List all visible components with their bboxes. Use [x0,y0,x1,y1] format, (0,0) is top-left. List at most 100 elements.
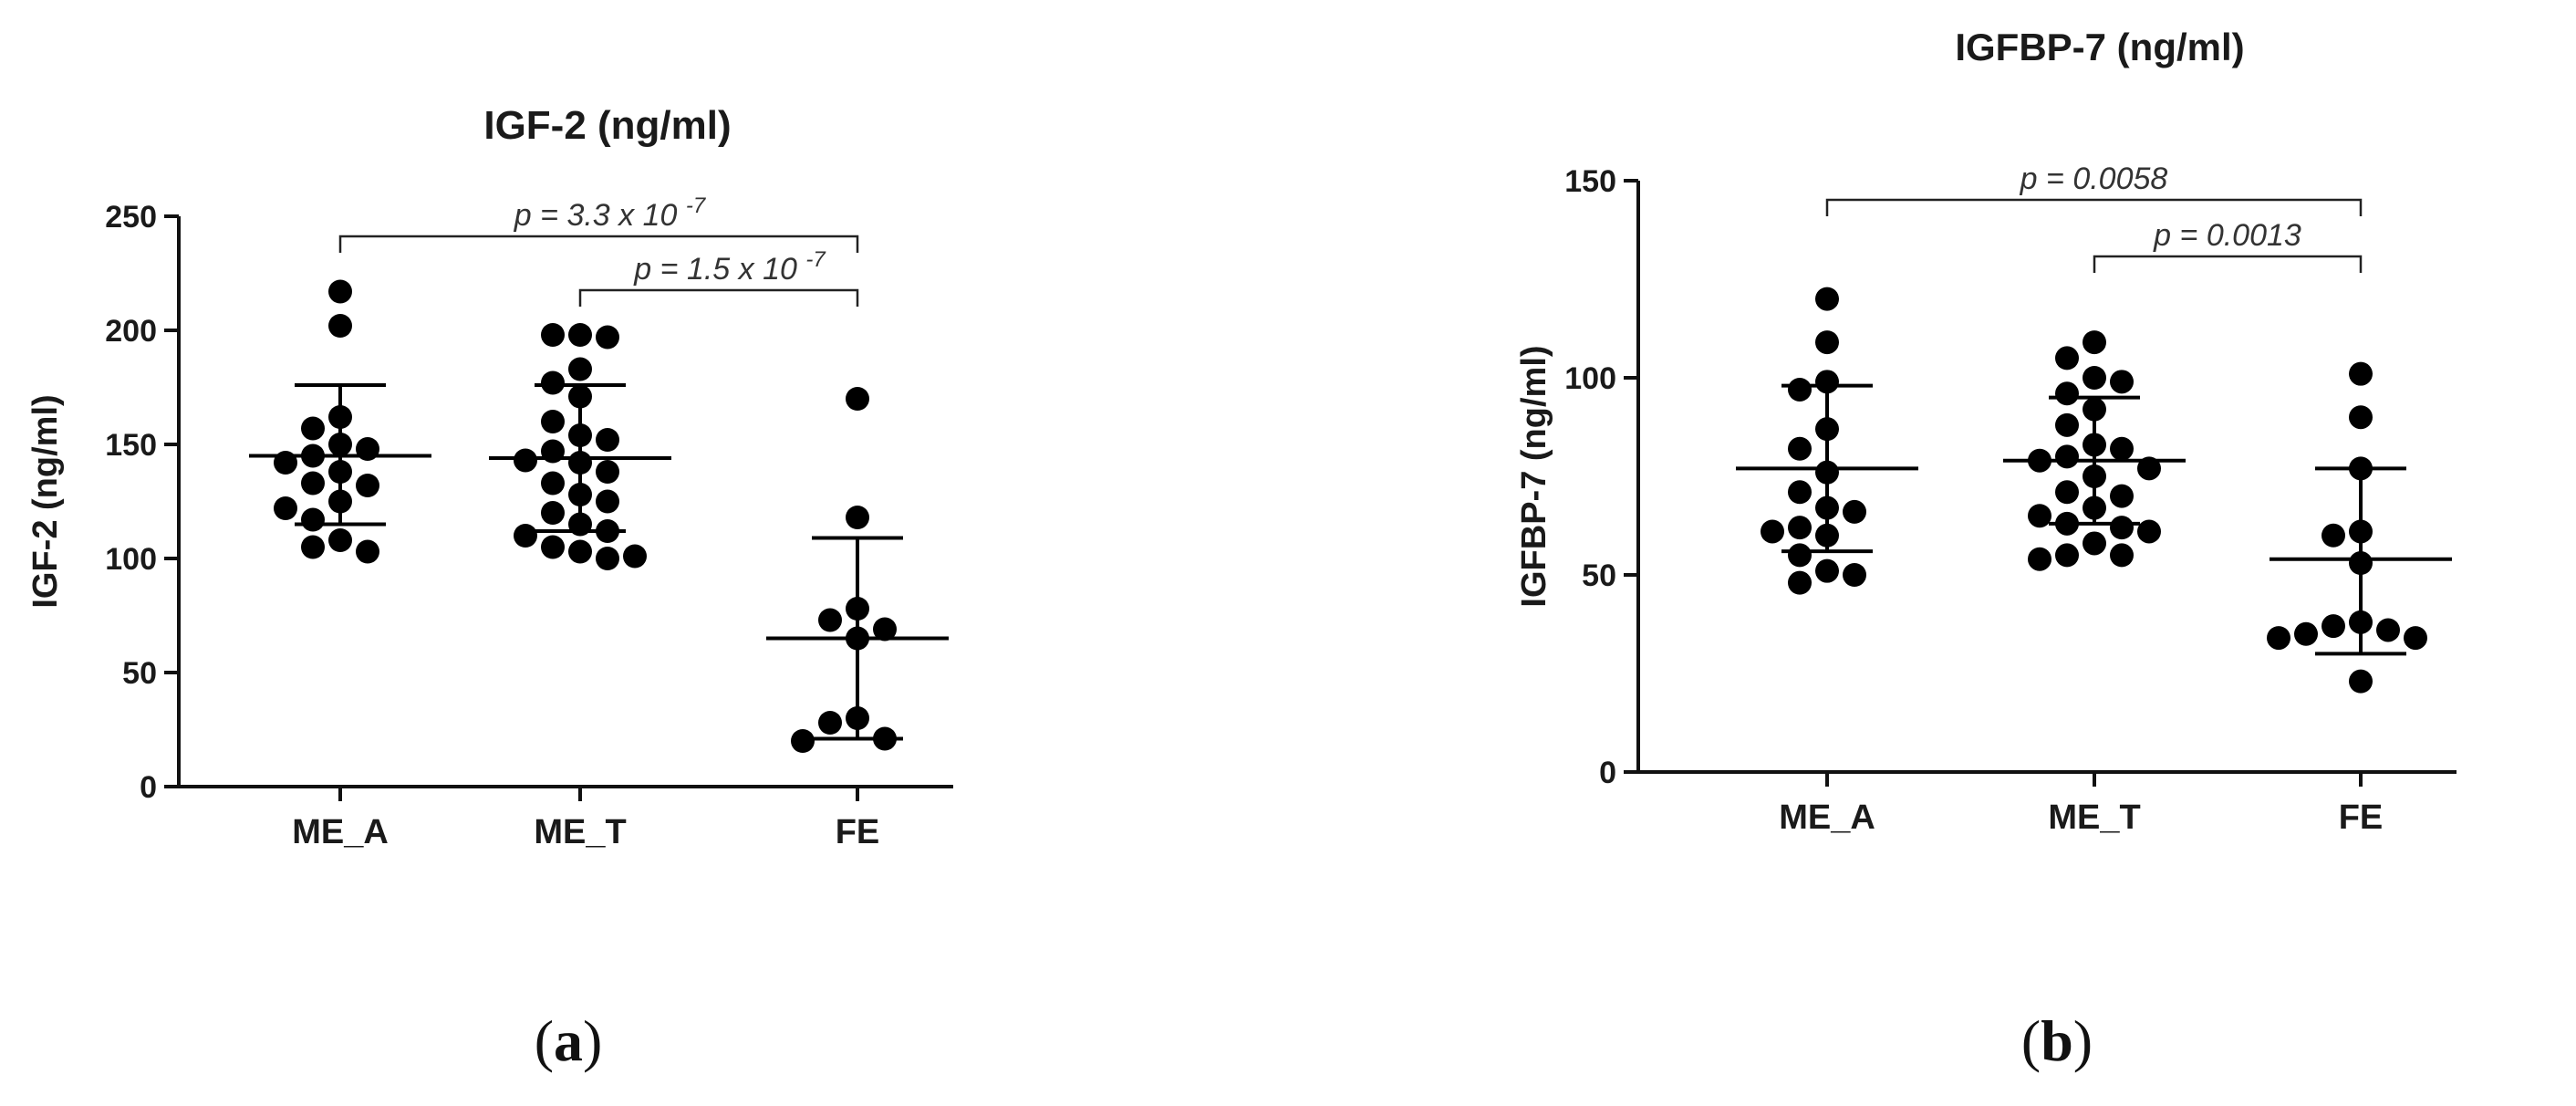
y-tick-label: 0 [1599,756,1616,790]
data-point [2110,484,2134,508]
data-point [514,448,537,473]
series-me-t [2003,330,2186,571]
significance-bracket [338,235,859,253]
data-point [873,617,897,642]
data-point [2055,543,2079,568]
data-point [2028,504,2051,528]
data-point [2137,519,2161,544]
data-point [2376,618,2400,642]
p-value-label: p = 0.0058 [2020,162,2168,196]
data-point [1815,370,1839,394]
data-point [541,370,565,395]
data-point [596,547,619,570]
y-tick-label: 100 [105,542,157,577]
y-tick-label: 0 [140,770,157,805]
panel-a: IGF-2 (ng/ml) IGF-2 (ng/ml) 0 50 100 150 200 25… [26,103,953,1073]
data-point [328,279,352,304]
data-point [1788,480,1812,505]
data-point [2322,614,2345,639]
data-point [2110,543,2134,568]
data-point [2294,621,2318,646]
data-point [1843,499,1866,524]
series-fe [766,387,949,753]
data-point [568,357,592,381]
data-point [596,325,619,350]
data-point [2349,669,2373,694]
data-point [1788,570,1812,595]
data-point [301,416,325,441]
data-point [2137,456,2161,481]
data-point [541,501,565,525]
data-point [2349,405,2373,430]
data-point [568,539,592,564]
data-point [356,539,379,564]
data-point [2110,436,2134,461]
data-point [568,323,592,347]
x-tick-label: ME_A [1779,798,1875,837]
y-axis-label: IGF-2 (ng/ml) [26,394,65,608]
y-axis-label: IGFBP-7 (ng/ml) [1515,345,1553,607]
data-point [328,528,352,552]
data-point [2110,370,2134,394]
data-point [301,471,325,496]
y-tick-label: 100 [1564,361,1616,396]
y-tick-label: 50 [1582,558,1616,593]
y-tick-label: 200 [105,314,157,349]
data-point [2267,626,2290,651]
significance-bracket [1825,198,2363,216]
p-value-label: p = 3.3 x 10 -7 [514,193,707,233]
data-point [818,711,842,735]
data-point [596,460,619,484]
data-point [2055,346,2079,370]
series-me-a [249,279,431,564]
y-tick-label: 150 [105,428,157,463]
data-point [274,496,297,520]
data-point [1788,436,1812,461]
p-value-label: p = 0.0013 [2153,218,2301,253]
y-tick-label: 150 [1564,164,1616,199]
data-point [1761,519,1784,544]
panel-label: (b) [2021,1008,2093,1073]
data-point [2404,626,2427,651]
data-point [2083,330,2106,355]
data-point [2083,531,2106,556]
x-tick-label: FE [2339,798,2384,837]
data-point [596,489,619,514]
x-tick-label: ME_T [534,813,626,851]
data-point [1843,563,1866,587]
series-me-t [489,323,671,570]
series-fe [2267,361,2452,694]
y-tick-label: 250 [105,200,157,235]
chart-title: IGFBP-7 (ng/ml) [1955,26,2244,68]
x-tick-label: ME_T [2048,798,2140,837]
data-point [846,506,869,529]
chart-title: IGF-2 (ng/ml) [483,103,731,148]
p-value-label: p = 1.5 x 10 -7 [633,247,826,287]
data-point [623,544,647,569]
data-point [1815,558,1839,583]
data-point [1788,543,1812,568]
data-point [818,608,842,632]
panel-b: IGFBP-7 (ng/ml) IGFBP-7 (ng/ml) 0 50 100 150 M… [1515,26,2457,1073]
data-point [2055,444,2079,469]
series-me-a [1736,287,1918,595]
data-point [2083,366,2106,390]
data-point [301,535,325,559]
data-point [2028,547,2051,571]
data-point [356,474,379,497]
data-point [301,507,325,532]
data-point [1788,377,1812,402]
data-point [541,535,565,559]
y-tick-label: 50 [122,656,157,691]
data-point [846,387,869,411]
significance-bracket [578,288,859,307]
data-point [541,323,565,347]
x-tick-label: ME_A [292,813,389,851]
data-point [596,428,619,452]
data-point [2055,480,2079,505]
data-point [1788,516,1812,540]
data-point [541,410,565,433]
significance-bracket [2093,255,2363,273]
data-point [2349,361,2373,386]
data-point [2055,412,2079,437]
